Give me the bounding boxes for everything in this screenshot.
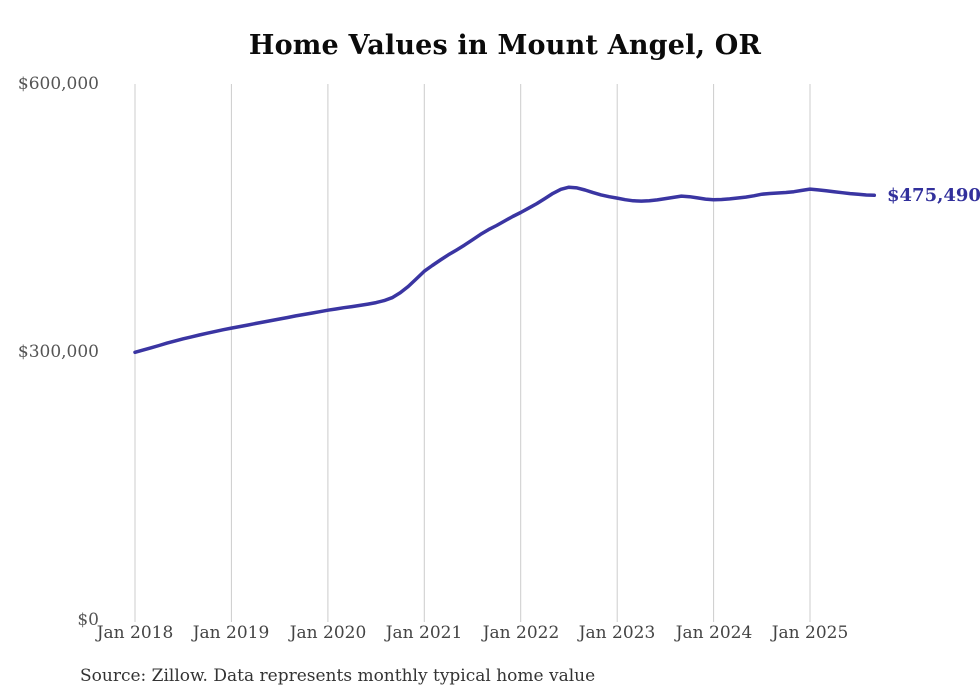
- y-axis-tick-600000: $600,000: [17, 74, 99, 94]
- x-axis-tick-jan-2020: Jan 2020: [289, 623, 367, 643]
- x-axis-tick-jan-2018: Jan 2018: [96, 623, 174, 643]
- x-axis-tick-jan-2025: Jan 2025: [771, 623, 849, 643]
- home-value-line: [133, 185, 877, 355]
- chart-title: Home Values in Mount Angel, OR: [248, 30, 762, 61]
- x-axis-tick-jan-2024: Jan 2024: [675, 623, 753, 643]
- current-value-label: $475,490: [887, 185, 980, 206]
- x-axis-tick-jan-2019: Jan 2019: [192, 623, 270, 643]
- source-note: Source: Zillow. Data represents monthly …: [80, 666, 596, 686]
- x-axis-tick-jan-2023: Jan 2023: [578, 623, 656, 643]
- x-axis-tick-jan-2021: Jan 2021: [385, 623, 463, 643]
- x-axis-tick-jan-2022: Jan 2022: [482, 623, 560, 643]
- y-axis-tick-0: $0: [77, 610, 99, 630]
- y-axis-tick-300000: $300,000: [17, 342, 99, 362]
